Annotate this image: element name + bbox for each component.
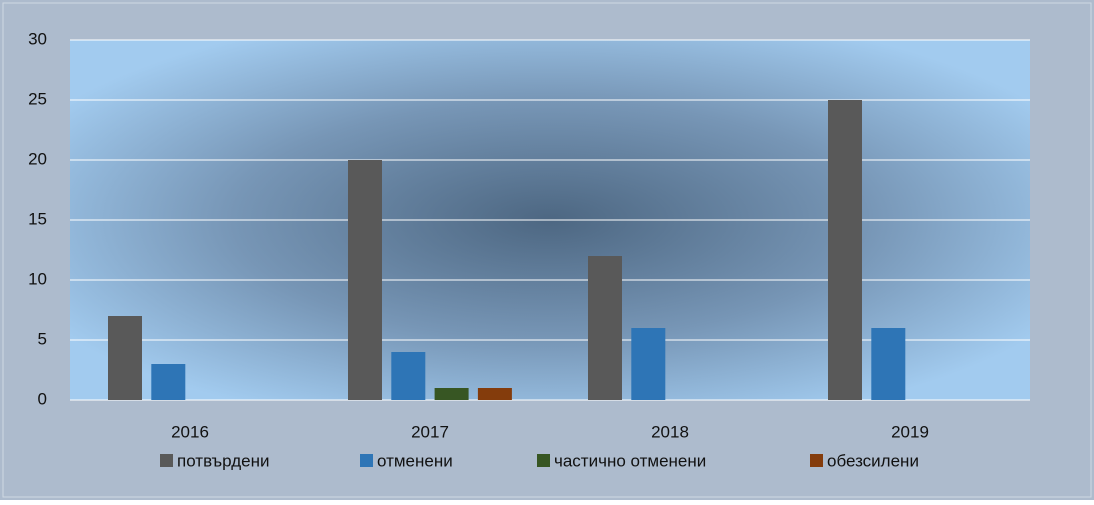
y-tick-label: 0 <box>38 389 47 408</box>
bar <box>108 316 142 400</box>
y-tick-label: 5 <box>38 329 47 348</box>
y-tick-label: 30 <box>28 29 47 48</box>
bar <box>348 160 382 400</box>
legend-swatch <box>160 454 173 467</box>
bar <box>871 328 906 400</box>
y-tick-label: 20 <box>28 149 47 168</box>
x-tick-label: 2018 <box>651 422 689 441</box>
frame <box>2 2 1092 498</box>
bar <box>477 388 512 400</box>
x-tick-label: 2017 <box>411 422 449 441</box>
bar <box>588 256 622 400</box>
legend-label: частично отменени <box>554 451 706 470</box>
bar <box>151 364 186 400</box>
y-tick-label: 10 <box>28 269 47 288</box>
bar <box>434 388 469 400</box>
y-tick-label: 25 <box>28 89 47 108</box>
legend-swatch <box>537 454 550 467</box>
x-tick-label: 2016 <box>171 422 209 441</box>
legend-swatch <box>360 454 373 467</box>
bar <box>828 100 862 400</box>
y-tick-label: 15 <box>28 209 47 228</box>
legend-label: потвърдени <box>177 451 270 470</box>
legend-swatch <box>810 454 823 467</box>
bar <box>391 352 426 400</box>
x-tick-label: 2019 <box>891 422 929 441</box>
legend-label: отменени <box>377 451 453 470</box>
legend-label: обезсилени <box>827 451 919 470</box>
bar <box>631 328 666 400</box>
